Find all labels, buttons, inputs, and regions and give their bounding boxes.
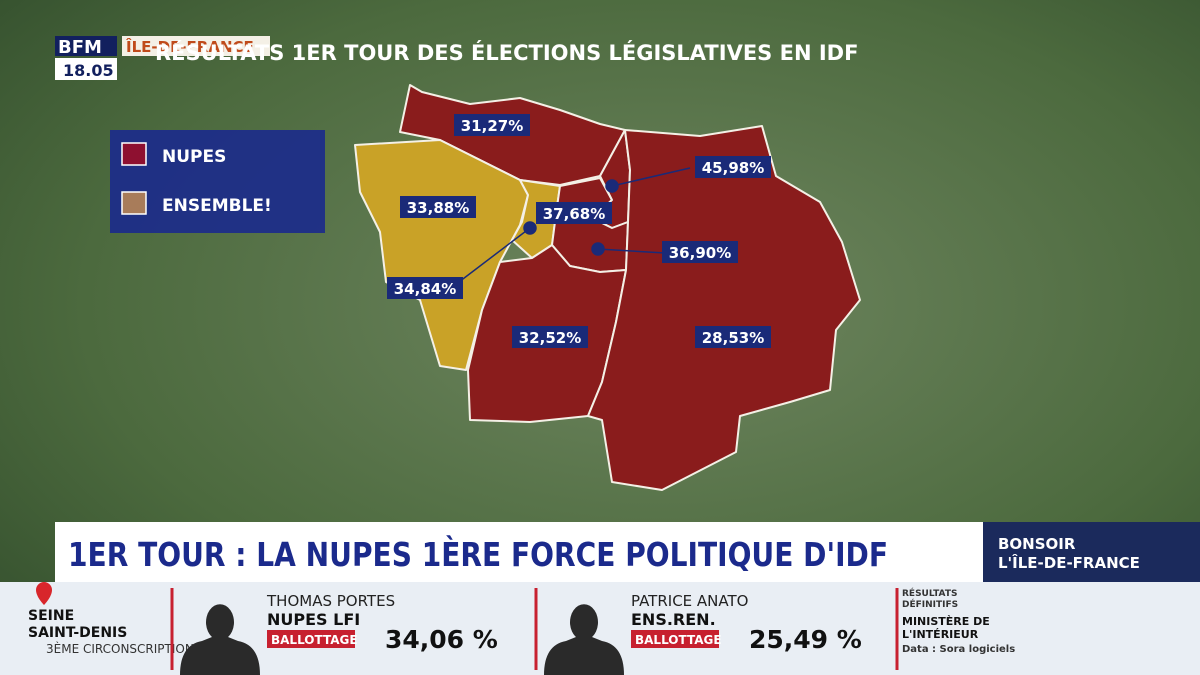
silhouette [544, 604, 624, 675]
region-name: ÎLE-DE-FRANCE [126, 37, 254, 56]
clock: 18.05 [63, 61, 114, 80]
status-badge [631, 630, 719, 648]
department-label: 37,68% [543, 205, 605, 223]
label-box [454, 114, 530, 136]
status-badge [267, 630, 355, 648]
callout-line [611, 167, 691, 187]
score: 25,49 % [749, 625, 862, 654]
channel-logo: BFM [58, 37, 102, 58]
show-name: BONSOIR [998, 535, 1076, 553]
label-box [662, 241, 738, 263]
department: SAINT-DENIS [28, 625, 127, 641]
legend-swatch [121, 191, 147, 215]
callout-dot [605, 179, 619, 193]
department-label: 31,27% [461, 117, 523, 135]
department-label: 45,98% [702, 159, 764, 177]
department-label: 36,90% [669, 244, 731, 262]
show-box [983, 522, 1200, 582]
district: 3ÈME CIRCONSCRIPTION [46, 641, 194, 656]
map [354, 84, 861, 491]
show-name: L'ÎLE-DE-FRANCE [998, 553, 1140, 572]
source-text: MINISTÈRE DE [902, 615, 990, 628]
label-box [536, 202, 612, 224]
party: ENS.REN. [631, 610, 716, 629]
department-label: 32,52% [519, 329, 581, 347]
callout-line [454, 227, 531, 286]
department-labels: 31,27% 33,88% 34,84% 37,68% 45,98% 36,90% 32,5… [387, 114, 771, 348]
silhouette [180, 604, 260, 675]
source-text: RÉSULTATS [902, 587, 957, 599]
clock-box [55, 58, 117, 80]
source-text: DÉFINITIFS [902, 598, 958, 610]
label-box [512, 326, 588, 348]
callouts [454, 167, 691, 286]
callout-dot [523, 221, 537, 235]
candidate-name: THOMAS PORTES [266, 592, 395, 610]
label-box [387, 277, 463, 299]
headline: 1ER TOUR : LA NUPES 1ÈRE FORCE POLITIQUE… [68, 534, 888, 574]
legend-swatch [121, 142, 147, 166]
department-shape [587, 125, 861, 491]
legend-label: ENSEMBLE! [162, 196, 272, 216]
source-text: Data : Sora logiciels [902, 644, 1015, 655]
candidate-name: PATRICE ANATO [631, 592, 748, 610]
label-box [695, 156, 771, 178]
region-tag [122, 36, 270, 56]
legend-label: NUPES [162, 147, 226, 167]
source-text: L'INTÉRIEUR [902, 628, 979, 641]
department-label: 28,53% [702, 329, 764, 347]
score: 34,06 % [385, 625, 498, 654]
status: BALLOTTAGE [271, 633, 358, 647]
label-box [400, 196, 476, 218]
map-title: RÉSULTATS 1ER TOUR DES ÉLECTIONS LÉGISLA… [155, 40, 858, 65]
callout-line [597, 248, 666, 254]
headline-band [55, 522, 983, 582]
department: SEINE [28, 608, 74, 624]
party: NUPES LFI [267, 610, 360, 629]
label-box [695, 326, 771, 348]
location-pin [36, 582, 52, 605]
department-label: 33,88% [407, 199, 469, 217]
callout-dot [591, 242, 605, 256]
department-label: 34,84% [394, 280, 456, 298]
logo-box [55, 36, 117, 56]
status: BALLOTTAGE [635, 633, 722, 647]
